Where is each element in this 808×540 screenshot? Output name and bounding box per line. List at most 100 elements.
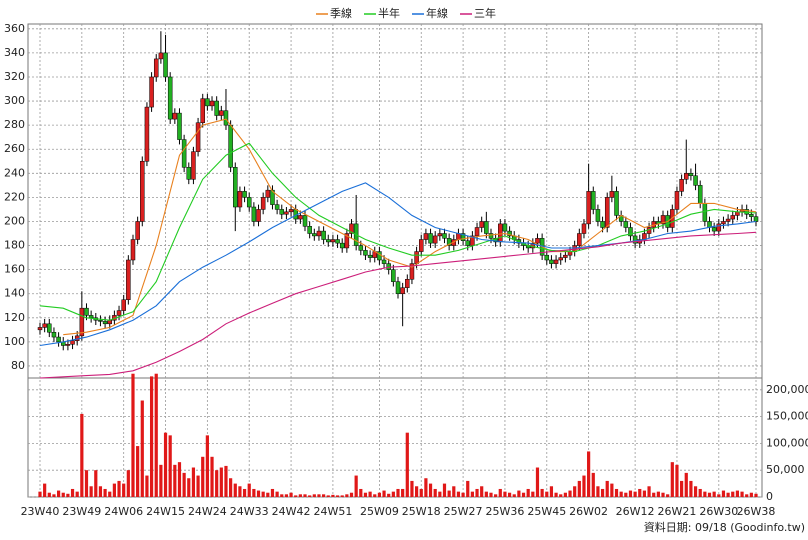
candle-body	[674, 191, 680, 210]
legend-label: 半年	[378, 6, 400, 20]
candle-body	[126, 259, 131, 300]
volume-bar	[154, 373, 158, 497]
candle-body	[391, 269, 396, 282]
volume-bar	[712, 491, 716, 497]
candle-body	[586, 191, 591, 225]
candle-body	[679, 179, 684, 192]
candle-body	[632, 235, 638, 244]
volume-bar	[359, 488, 363, 497]
candle-body	[349, 223, 354, 234]
x-tick-label: 26W38	[737, 505, 776, 518]
volume-bar	[284, 494, 289, 497]
candle-body	[339, 242, 345, 249]
volume-bar	[94, 470, 98, 497]
candle-body	[595, 209, 601, 222]
volume-bar	[582, 475, 586, 497]
y-tick-label: 220	[4, 190, 25, 203]
candle-body	[553, 259, 559, 264]
candle-body	[628, 227, 633, 237]
volume-bar	[326, 495, 330, 497]
volume-bar	[89, 486, 93, 497]
volume-bar	[535, 467, 540, 497]
x-tick-label: 24W15	[146, 505, 185, 518]
candle-body	[502, 223, 508, 232]
volume-bar	[693, 486, 698, 497]
volume-bar	[503, 491, 507, 497]
volume-bar	[298, 494, 302, 497]
y-tick-label: 80	[11, 359, 25, 372]
volume-bar	[126, 470, 130, 497]
volume-bar	[317, 494, 321, 497]
legend-label: 季線	[330, 6, 352, 20]
volume-bar	[740, 491, 744, 497]
volume-bar	[494, 494, 498, 497]
candle-body	[88, 315, 94, 319]
volume-bar	[517, 490, 521, 497]
candle-body	[609, 191, 615, 198]
candle-body	[298, 215, 303, 220]
candle-body	[581, 223, 587, 234]
candle-body	[600, 221, 605, 228]
volume-bar	[749, 492, 753, 497]
volume-bar	[322, 494, 326, 497]
volume-bar	[210, 456, 214, 497]
candle-body	[446, 238, 452, 246]
y-tick-label: 260	[4, 142, 25, 155]
candle-body	[246, 197, 252, 208]
volume-bar	[140, 400, 144, 497]
volume-bar	[596, 486, 600, 497]
candle-body	[37, 327, 43, 331]
candle-body	[363, 250, 368, 256]
ma-line	[39, 142, 757, 321]
volume-bar	[270, 488, 275, 497]
volume-bar	[480, 486, 484, 497]
candle-body	[233, 167, 238, 208]
volume-bar	[717, 494, 721, 497]
candle-body	[321, 230, 326, 240]
y-tick-label: 340	[4, 46, 25, 59]
candle-body	[591, 191, 596, 210]
volume-bar	[61, 492, 65, 497]
candle-body	[242, 191, 247, 198]
volume-bar	[489, 492, 493, 497]
volume-bar	[447, 490, 451, 497]
volume-bar	[80, 413, 84, 497]
candle-body	[140, 161, 145, 222]
y2-tick-label: 200,000	[766, 383, 808, 396]
volume-bar	[377, 492, 382, 497]
candle-body	[563, 254, 568, 258]
candle-body	[279, 209, 285, 215]
candle-body	[158, 52, 164, 60]
volume-bar	[345, 494, 349, 497]
volume-bar	[401, 488, 405, 497]
candle-body	[316, 230, 322, 237]
volume-bar	[131, 373, 135, 497]
candle-body	[716, 223, 722, 232]
ma-line	[63, 118, 757, 336]
candle-body	[70, 340, 75, 345]
volume-bar	[675, 464, 679, 497]
volume-bar	[187, 478, 191, 497]
volume-bar	[707, 492, 712, 497]
volume-bar	[405, 432, 409, 497]
volume-bar	[452, 486, 456, 497]
volume-bar	[233, 483, 237, 497]
volume-bar	[726, 492, 730, 497]
volume-bar	[261, 491, 265, 497]
volume-bar	[689, 480, 693, 497]
x-tick-label: 23W49	[62, 505, 101, 518]
volume-bar	[196, 475, 200, 497]
volume-bar	[117, 480, 121, 497]
volume-bar	[507, 492, 512, 497]
volume-bar	[122, 483, 126, 497]
volume-bar	[633, 491, 637, 497]
volume-bar	[43, 483, 47, 497]
volume-bar	[149, 376, 154, 497]
y-tick-label: 160	[4, 263, 25, 276]
candle-body	[302, 215, 308, 227]
volume-bar	[191, 467, 196, 497]
volume-bar	[647, 486, 651, 497]
volume-bar	[703, 491, 707, 497]
x-tick-label: 24W06	[104, 505, 143, 518]
volume-bar	[456, 491, 461, 497]
